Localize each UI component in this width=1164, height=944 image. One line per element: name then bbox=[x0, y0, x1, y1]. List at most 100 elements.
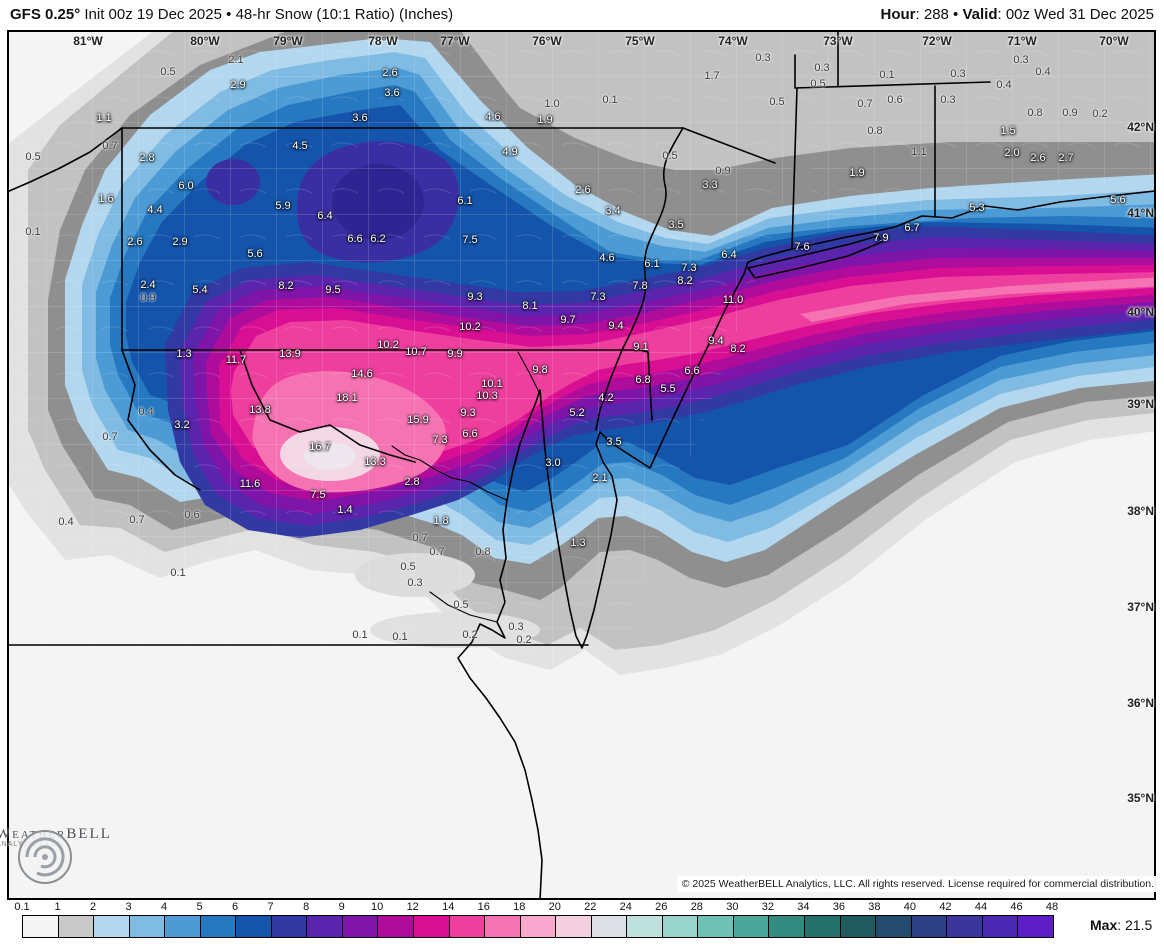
map-value-label: 2.6 bbox=[575, 184, 591, 196]
map-value-label: 7.3 bbox=[432, 434, 448, 446]
colorbar-segment bbox=[733, 916, 770, 937]
map-value-label: 0.3 bbox=[814, 62, 830, 74]
map-value-label: 10.7 bbox=[405, 346, 427, 358]
colorbar-segment bbox=[485, 916, 521, 937]
map-value-label: 9.3 bbox=[467, 291, 483, 303]
colorbar-segment bbox=[236, 916, 272, 937]
map-value-label: 5.2 bbox=[569, 407, 585, 419]
map-value-label: 3.5 bbox=[606, 436, 622, 448]
lon-label: 80°W bbox=[190, 34, 220, 48]
map-value-label: 5.6 bbox=[1110, 194, 1126, 206]
colorbar-tick: 7 bbox=[267, 901, 274, 913]
map-value-label: 0.6 bbox=[887, 94, 903, 106]
map-value-label: 7.6 bbox=[794, 241, 810, 253]
map-value-label: 2.8 bbox=[139, 152, 155, 164]
colorbar-segment bbox=[627, 916, 663, 937]
colorbar-tick: 4 bbox=[161, 901, 168, 913]
colorbar-segment bbox=[94, 916, 130, 937]
map-value-label: 0.3 bbox=[407, 577, 423, 589]
map-value-label: 11.7 bbox=[225, 354, 247, 366]
colorbar-tick: 40 bbox=[903, 901, 917, 913]
map-value-label: 15.9 bbox=[407, 414, 429, 426]
lon-label: 74°W bbox=[718, 34, 748, 48]
map-value-label: 2.6 bbox=[382, 67, 398, 79]
map-value-label: 6.6 bbox=[684, 365, 700, 377]
map-value-label: 9.4 bbox=[708, 335, 724, 347]
map-value-label: 0.5 bbox=[810, 78, 826, 90]
map-value-label: 10.1 bbox=[481, 378, 503, 390]
map-value-label: 0.1 bbox=[602, 94, 618, 106]
map-value-label: 0.3 bbox=[950, 68, 966, 80]
colorbar-segment bbox=[805, 916, 841, 937]
colorbar-tick-labels: 0.1 1 2 3 4 5 6 7 8 9 10 12 14 16 18 20 22 24 26 28 30 32 34 36… bbox=[14, 901, 1058, 914]
lon-label: 75°W bbox=[625, 34, 655, 48]
map-value-label: 0.7 bbox=[857, 98, 873, 110]
map-value-label: 5.5 bbox=[660, 383, 676, 395]
map-value-label: 2.1 bbox=[228, 54, 244, 66]
map-value-label: 3.6 bbox=[384, 87, 400, 99]
hour-value: : 288 bbox=[915, 6, 954, 23]
colorbar-segment bbox=[129, 916, 166, 937]
colorbar-segment bbox=[23, 916, 59, 937]
map-value-label: 9.5 bbox=[325, 284, 341, 296]
lat-label: 35°N bbox=[1127, 791, 1154, 805]
map-value-label: 14.6 bbox=[351, 368, 373, 380]
colorbar-segment bbox=[307, 916, 343, 937]
map-value-label: 10.2 bbox=[377, 339, 399, 351]
colorbar-tick: 6 bbox=[232, 901, 239, 913]
map-value-label: 18.1 bbox=[336, 392, 358, 404]
colorbar-tick: 44 bbox=[974, 901, 988, 913]
map-value-label: 0.7 bbox=[129, 514, 145, 526]
colorbar-tick: 34 bbox=[797, 901, 810, 913]
map-value-label: 11.6 bbox=[239, 478, 261, 490]
lon-label: 72°W bbox=[922, 34, 952, 48]
map-value-label: 5.9 bbox=[275, 200, 291, 212]
map-value-label: 0.4 bbox=[58, 516, 74, 528]
map-value-label: 7.9 bbox=[873, 232, 889, 244]
init-time: Init 00z 19 Dec 2025 bbox=[80, 6, 227, 23]
map-value-label: 3.5 bbox=[668, 219, 684, 231]
hour-label: Hour bbox=[880, 6, 916, 23]
colorbar-tick: 42 bbox=[939, 901, 952, 913]
colorbar-tick: 8 bbox=[303, 901, 310, 913]
colorbar-tick: 36 bbox=[832, 901, 846, 913]
map-value-label: 3.0 bbox=[545, 457, 561, 469]
map-value-label: 0.1 bbox=[170, 567, 186, 579]
map-value-label: 7.5 bbox=[462, 234, 478, 246]
colorbar-tick: 22 bbox=[584, 901, 597, 913]
colorbar-segment bbox=[840, 916, 877, 937]
colorbar-tick: 30 bbox=[726, 901, 739, 913]
snowfall-contour-graphic bbox=[0, 30, 1164, 900]
map-value-label: 11.0 bbox=[722, 294, 744, 306]
map-value-label: 9.9 bbox=[447, 348, 463, 360]
map-value-label: 0.1 bbox=[352, 629, 368, 641]
map-value-label: 9.8 bbox=[532, 364, 548, 376]
colorbar-segments bbox=[22, 915, 1054, 938]
max-label: Max bbox=[1090, 917, 1118, 933]
map-value-label: 0.5 bbox=[453, 599, 469, 611]
colorbar-tick: 10 bbox=[371, 901, 384, 913]
map-value-label: 5.6 bbox=[247, 248, 263, 260]
map-value-label: 2.1 bbox=[592, 472, 608, 484]
map-value-label: 4.4 bbox=[147, 204, 163, 216]
map-value-label: 0.9 bbox=[140, 292, 156, 304]
map-value-label: 3.3 bbox=[702, 179, 718, 191]
map-value-label: 0.2 bbox=[1092, 108, 1108, 120]
map-value-label: 1.3 bbox=[570, 537, 586, 549]
map-value-label: 1.9 bbox=[537, 114, 553, 126]
map-value-label: 2.8 bbox=[404, 476, 420, 488]
forecast-map: 81°W 80°W 79°W 78°W 77°W 76°W 75°W 74°W 73°W 72°W… bbox=[0, 30, 1164, 900]
colorbar-segment bbox=[769, 916, 806, 937]
map-value-label: 0.3 bbox=[508, 621, 524, 633]
map-value-label: 2.7 bbox=[1058, 152, 1074, 164]
map-value-label: 13.8 bbox=[249, 404, 271, 416]
map-value-label: 0.7 bbox=[412, 532, 428, 544]
header-valid: Hour: 288 • Valid: 00z Wed 31 Dec 2025 bbox=[881, 6, 1154, 23]
colorbar-tick: 20 bbox=[548, 901, 561, 913]
colorbar-tick: 16 bbox=[477, 901, 490, 913]
colorbar-tick: 3 bbox=[125, 901, 132, 913]
map-value-label: 2.4 bbox=[140, 279, 156, 291]
colorbar-segment bbox=[414, 916, 450, 937]
map-value-label: 6.6 bbox=[462, 428, 478, 440]
